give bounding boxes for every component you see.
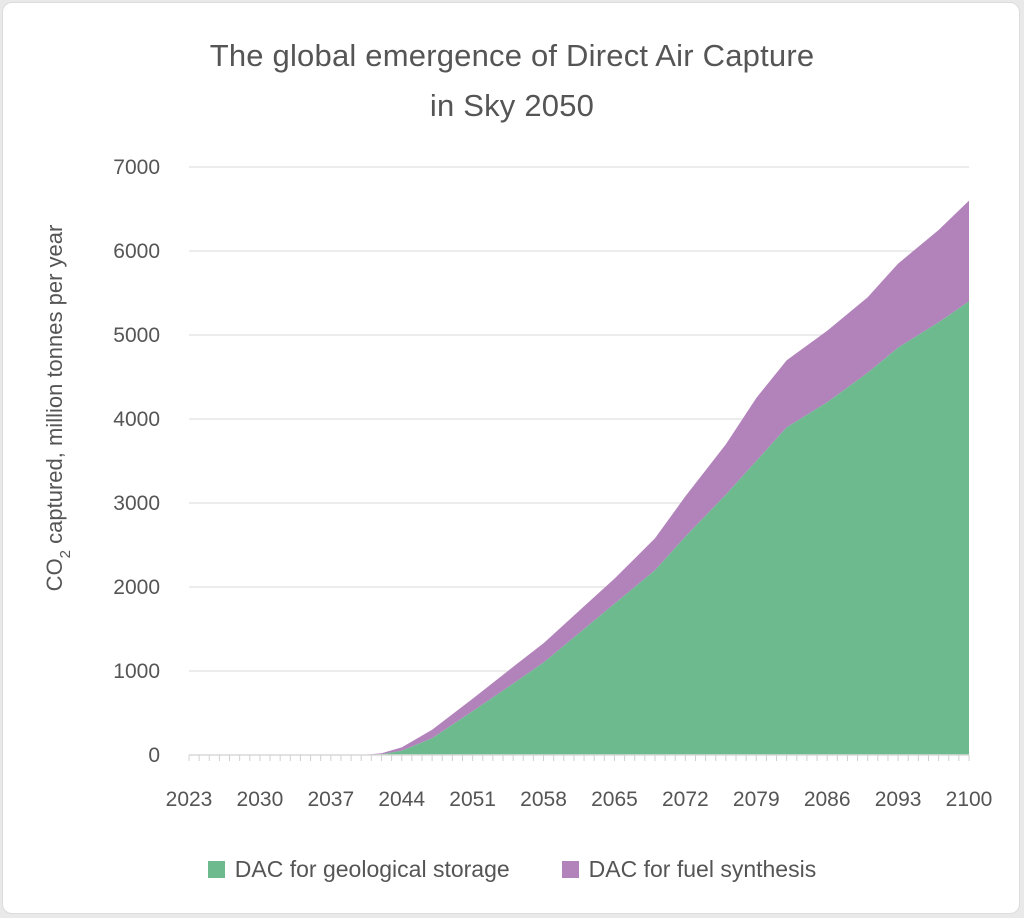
x-tick-label: 2058 xyxy=(520,788,567,811)
legend: DAC for geological storage DAC for fuel … xyxy=(0,856,1024,883)
x-tick-label: 2037 xyxy=(307,788,354,811)
y-tick-label: 7000 xyxy=(113,156,160,179)
x-axis: 2023 2030 2037 2044 2051 2058 2065 2072 2079 2086… xyxy=(166,754,993,811)
x-tick-label: 2065 xyxy=(591,788,638,811)
y-tick-label: 2000 xyxy=(113,576,160,599)
y-axis-label: CO2 captured, million tonnes per year xyxy=(42,225,74,592)
legend-item-geological-storage: DAC for geological storage xyxy=(207,856,510,883)
y-tick-label: 3000 xyxy=(113,492,160,515)
x-tick-label: 2051 xyxy=(449,788,496,811)
y-tick-label: 1000 xyxy=(113,660,160,683)
legend-label-fuel-synthesis: DAC for fuel synthesis xyxy=(588,856,817,882)
x-tick-label: 2086 xyxy=(804,788,851,811)
y-tick-label: 0 xyxy=(148,744,160,767)
chart-title-line-1: The global emergence of Direct Air Captu… xyxy=(209,38,815,73)
x-tick-label: 2072 xyxy=(662,788,709,811)
y-tick-label: 6000 xyxy=(113,240,160,263)
x-tick-label: 2100 xyxy=(946,788,993,811)
area-geological-storage xyxy=(189,301,969,755)
chart-title-line-2: in Sky 2050 xyxy=(429,88,595,123)
stacked-areas xyxy=(189,200,969,756)
x-tick-label: 2023 xyxy=(166,788,213,811)
legend-swatch-geological-storage xyxy=(207,861,225,878)
y-axis: 0 1000 2000 3000 4000 5000 6000 7000 xyxy=(113,156,160,767)
legend-swatch-fuel-synthesis xyxy=(561,861,579,878)
legend-item-fuel-synthesis: DAC for fuel synthesis xyxy=(561,856,817,883)
x-tick-label: 2030 xyxy=(237,788,284,811)
y-tick-label: 4000 xyxy=(113,408,160,431)
x-tick-label: 2044 xyxy=(378,788,425,811)
x-tick-label: 2079 xyxy=(733,788,780,811)
x-tick-label: 2093 xyxy=(875,788,922,811)
legend-label-geological-storage: DAC for geological storage xyxy=(234,856,510,882)
y-tick-label: 5000 xyxy=(113,324,160,347)
